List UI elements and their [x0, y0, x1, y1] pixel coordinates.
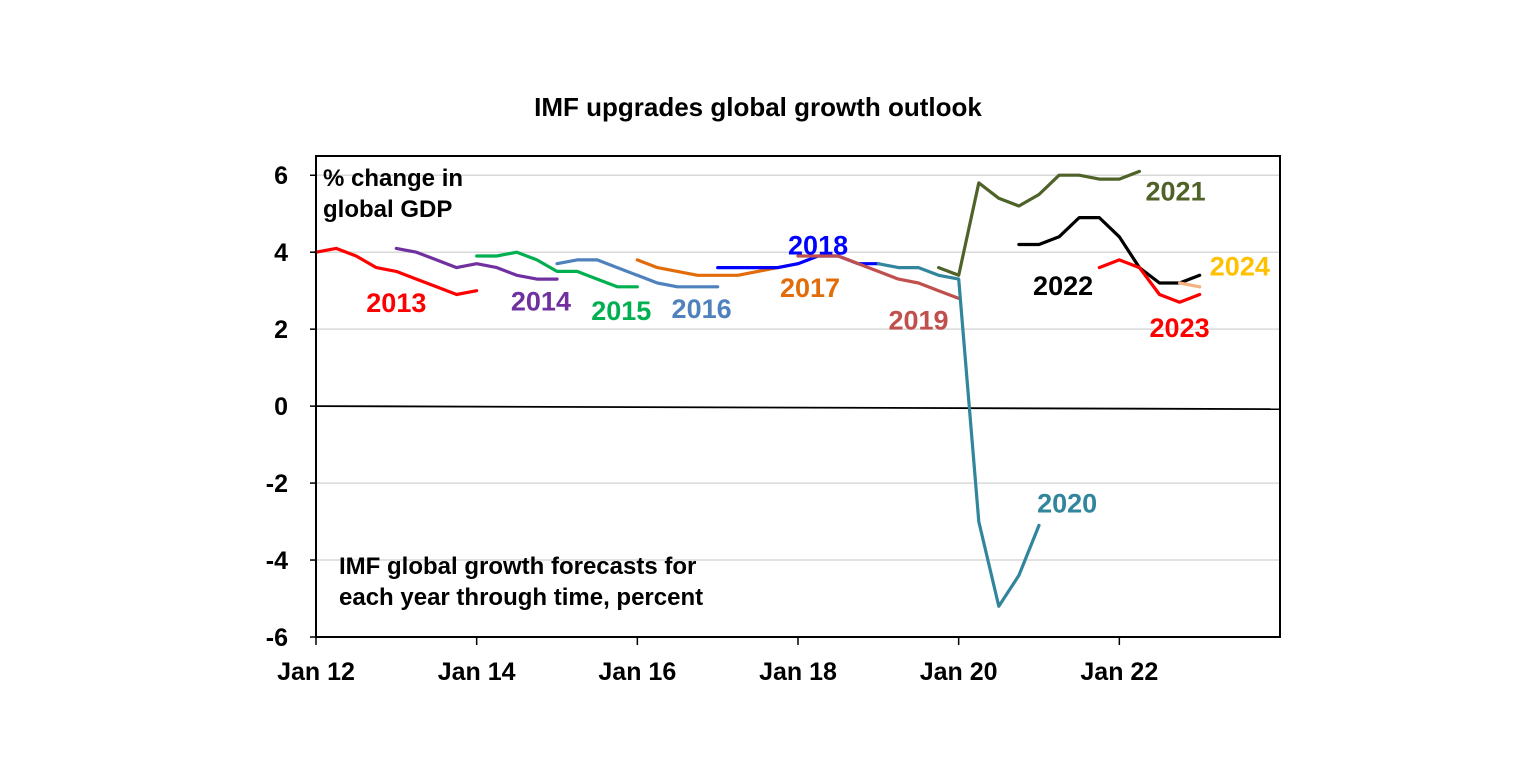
zero-line-group — [315, 405, 1281, 411]
x-tick-label: Jan 12 — [277, 658, 355, 686]
chart-note-line-2: each year through time, percent — [339, 584, 703, 611]
zero-line — [315, 405, 1281, 411]
y-axis-ticks: 6 4 2 0 -2 -4 -6 — [266, 162, 316, 652]
y-tick-label: -6 — [266, 624, 288, 652]
series-line-2022 — [1017, 216, 1202, 285]
series-lines — [314, 169, 1202, 608]
series-line-2020 — [876, 262, 1041, 608]
series-line-2023 — [1097, 258, 1202, 304]
x-tick-label: Jan 16 — [598, 658, 676, 686]
y-tick-label: 0 — [274, 393, 288, 421]
series-line-2021 — [936, 169, 1142, 277]
chart-title: IMF upgrades global growth outlook — [534, 92, 982, 122]
y-tick-label: -4 — [266, 547, 288, 575]
y-tick-label: 4 — [274, 239, 288, 267]
series-label-2021: 2021 — [1146, 177, 1206, 207]
x-axis-ticks: Jan 12 Jan 14 Jan 16 Jan 18 Jan 20 Jan 22 — [277, 637, 1158, 686]
y-axis-label-line-2: global GDP — [323, 196, 452, 223]
series-line-2014 — [394, 246, 559, 281]
series-label-2015: 2015 — [591, 296, 651, 326]
series-label-2024: 2024 — [1210, 252, 1270, 282]
series-label-2022: 2022 — [1033, 271, 1093, 301]
series-labels: 2013 2014 2015 2016 2017 2018 2019 2020 2021 2022… — [366, 177, 1270, 519]
x-tick-label: Jan 18 — [759, 658, 837, 686]
series-label-2018: 2018 — [788, 231, 848, 261]
series-label-2019: 2019 — [888, 306, 948, 336]
y-tick-label: 2 — [274, 316, 288, 344]
series-label-2020: 2020 — [1037, 488, 1097, 518]
series-line-2016 — [555, 258, 720, 289]
series-label-2017: 2017 — [780, 273, 840, 303]
series-line-2013 — [314, 246, 479, 297]
series-line-2015 — [475, 250, 639, 289]
y-tick-label: 6 — [274, 162, 288, 190]
y-axis-label-line-1: % change in — [323, 165, 463, 192]
x-tick-label: Jan 14 — [438, 658, 516, 686]
series-label-2013: 2013 — [366, 288, 426, 318]
series-line-2019 — [796, 254, 961, 300]
series-label-2016: 2016 — [672, 294, 732, 324]
series-line-2024 — [1177, 281, 1202, 289]
x-tick-label: Jan 20 — [920, 658, 998, 686]
x-tick-label: Jan 22 — [1080, 658, 1158, 686]
chart-note-line-1: IMF global growth forecasts for — [339, 553, 696, 580]
gridlines — [316, 174, 1280, 561]
series-label-2014: 2014 — [511, 286, 571, 316]
y-tick-label: -2 — [266, 470, 288, 498]
series-label-2023: 2023 — [1150, 313, 1210, 343]
